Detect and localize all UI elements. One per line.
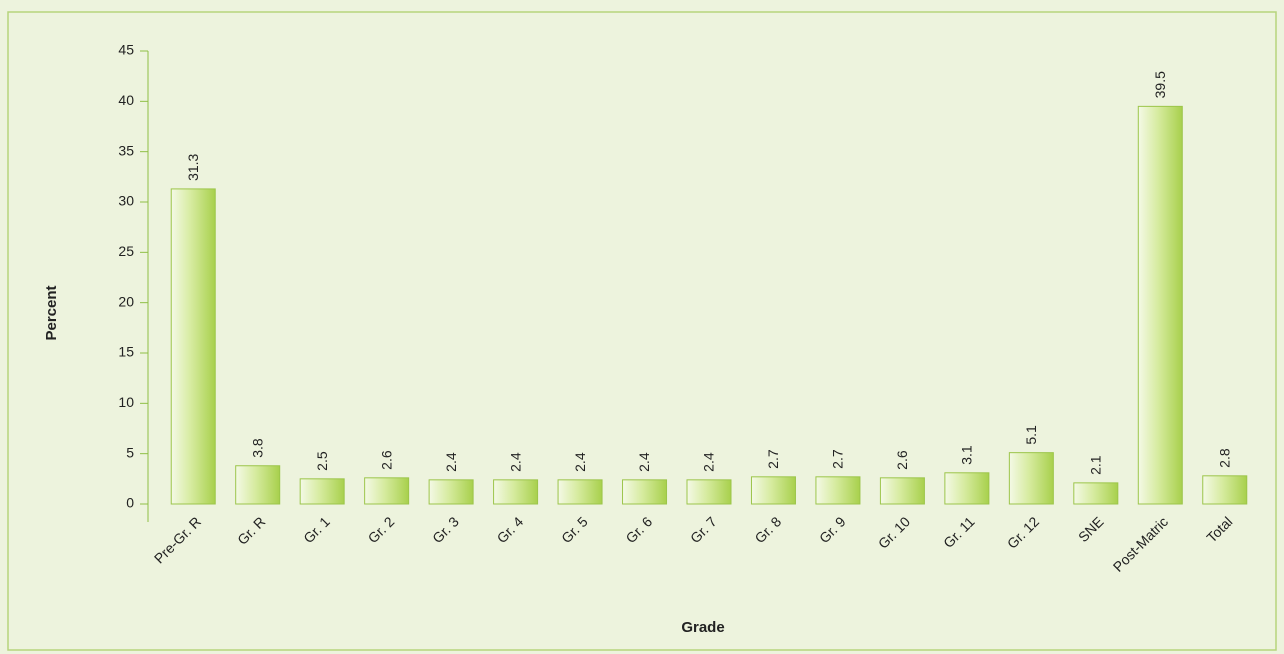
bar bbox=[364, 477, 410, 505]
bar bbox=[622, 479, 668, 505]
value-label: 5.1 bbox=[1023, 425, 1039, 445]
y-tick-label: 0 bbox=[126, 495, 134, 511]
bar bbox=[750, 476, 796, 505]
value-label: 2.1 bbox=[1088, 455, 1104, 475]
frame bbox=[7, 11, 1277, 651]
value-label: 2.4 bbox=[443, 452, 459, 472]
value-label: 2.4 bbox=[636, 452, 652, 472]
value-label: 2.8 bbox=[1216, 448, 1232, 468]
value-label: 2.6 bbox=[894, 450, 910, 470]
value-label: 2.5 bbox=[314, 451, 330, 471]
value-label: 31.3 bbox=[185, 153, 201, 180]
bar bbox=[557, 479, 603, 505]
value-label: 2.7 bbox=[765, 449, 781, 469]
y-tick-label: 15 bbox=[118, 344, 134, 360]
bar bbox=[170, 188, 216, 505]
y-tick-label: 20 bbox=[118, 293, 134, 309]
bar bbox=[1202, 475, 1248, 505]
value-label: 3.1 bbox=[959, 445, 975, 465]
value-label: 2.7 bbox=[830, 449, 846, 469]
y-tick-label: 25 bbox=[118, 243, 134, 259]
y-axis-title: Percent bbox=[43, 285, 60, 340]
bar bbox=[686, 479, 732, 505]
value-label: 39.5 bbox=[1152, 71, 1168, 98]
x-axis-title: Grade bbox=[681, 619, 724, 636]
value-label: 2.4 bbox=[701, 452, 717, 472]
bar bbox=[235, 465, 281, 505]
y-tick-label: 10 bbox=[118, 394, 134, 410]
y-tick-label: 35 bbox=[118, 142, 134, 158]
value-label: 2.4 bbox=[507, 452, 523, 472]
bar bbox=[299, 478, 345, 505]
y-tick-label: 30 bbox=[118, 193, 134, 209]
bar bbox=[428, 479, 474, 505]
bar bbox=[879, 477, 925, 505]
value-label: 2.6 bbox=[378, 450, 394, 470]
bar bbox=[1137, 105, 1183, 505]
bar bbox=[493, 479, 539, 505]
value-label: 2.4 bbox=[572, 452, 588, 472]
value-label: 3.8 bbox=[249, 438, 265, 458]
bar bbox=[944, 472, 990, 505]
y-tick-label: 40 bbox=[118, 92, 134, 108]
y-tick-label: 45 bbox=[118, 42, 134, 58]
bar bbox=[1008, 452, 1054, 505]
bar bbox=[1073, 482, 1119, 505]
y-tick-label: 5 bbox=[126, 444, 134, 460]
bar bbox=[815, 476, 861, 505]
